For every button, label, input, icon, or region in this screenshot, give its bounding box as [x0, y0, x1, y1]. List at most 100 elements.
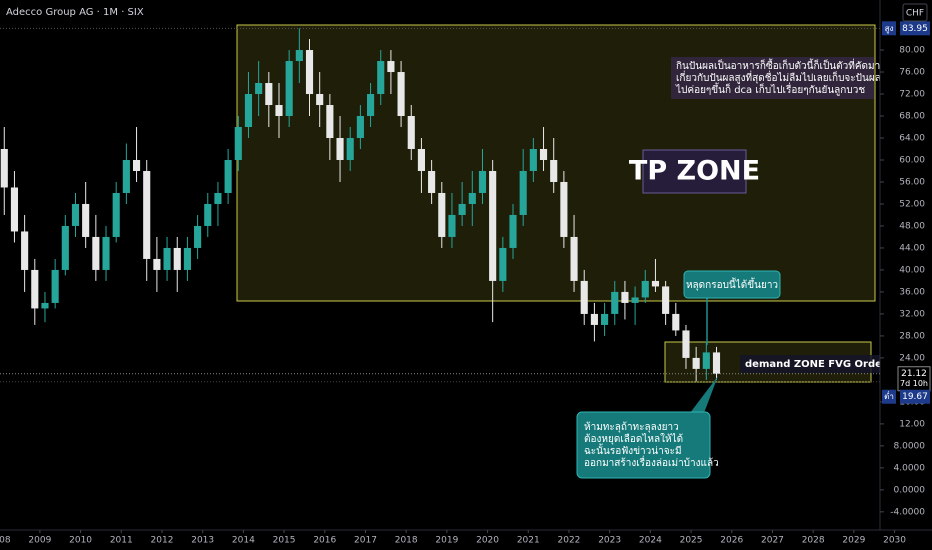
candle-body	[682, 330, 690, 358]
x-tick-label: 2015	[273, 536, 296, 546]
low-tag-bg	[882, 389, 896, 404]
candle-body	[305, 50, 314, 95]
high-price-bg	[900, 21, 930, 36]
note-line: กินปันผลเป็นอาหารก็ซื้อเก็บตัวนี้ก็เป็นต…	[676, 58, 880, 72]
candle-body	[336, 137, 344, 160]
candle-body	[82, 203, 90, 237]
low-tag-label: ต่ำ	[884, 390, 894, 401]
candle-body	[448, 214, 456, 237]
candles	[0, 28, 721, 382]
candle-body	[0, 148, 8, 188]
y-tick-label: 68.00	[899, 112, 925, 122]
candle-body	[397, 72, 405, 117]
x-tick-label: 2025	[680, 536, 703, 546]
candle-body	[265, 83, 273, 106]
candle-body	[550, 159, 558, 182]
candle-body	[651, 280, 660, 287]
y-tick-label: 64.00	[899, 133, 925, 143]
candle-body	[377, 61, 385, 95]
y-tick-label: 8.0000	[894, 441, 926, 451]
candle-body	[458, 203, 466, 215]
candle-body	[275, 105, 283, 117]
x-tick-label: 2024	[639, 536, 662, 546]
currency-box[interactable]	[902, 3, 928, 22]
warning-line: ห้ามทะลุถ้าทะลุลงยาว	[584, 421, 679, 433]
last-price: 21.12	[901, 369, 927, 379]
candle-body	[387, 61, 395, 73]
candle-body	[21, 231, 29, 270]
candle-body	[214, 192, 222, 204]
y-tick-label: 32.00	[899, 309, 925, 319]
candle-body	[316, 94, 324, 106]
low-price-bg	[900, 389, 930, 404]
candle-body	[712, 352, 721, 374]
candle-body	[417, 148, 425, 171]
candle-body	[102, 236, 110, 270]
y-tick-label: 76.00	[899, 68, 925, 78]
candle-body	[285, 61, 293, 117]
annotations: กินปันผลเป็นอาหารก็ซื้อเก็บตัวนี้ก็เป็นต…	[576, 57, 921, 479]
candle-body	[570, 236, 578, 281]
y-tick-label: 44.00	[899, 243, 925, 253]
candle-body	[672, 313, 680, 331]
candle-body	[438, 192, 446, 237]
demand-label: demand ZONE FVG Order block	[745, 359, 921, 370]
y-tick-label: 40.00	[899, 265, 925, 275]
candle-body	[122, 159, 130, 193]
x-tick-label: 2027	[761, 536, 784, 546]
x-tick-label: 2017	[354, 536, 377, 546]
x-tick-label: 2013	[191, 536, 214, 546]
candle-body	[478, 170, 487, 193]
candle-body	[367, 94, 375, 117]
candle-body	[153, 258, 161, 270]
note-line: เกี่ยวกับปันผลสูงที่สุดชื่อไม่ลืมไปเลยเก…	[676, 70, 881, 84]
candle-body	[509, 214, 517, 248]
y-tick-label: 48.00	[899, 221, 925, 231]
candle-body	[244, 94, 253, 128]
candle-body	[468, 192, 476, 204]
currency: CHF	[906, 9, 924, 19]
candle-body	[10, 187, 19, 232]
x-tick-label: 2016	[313, 536, 336, 546]
demand-label-box	[740, 355, 882, 373]
candle-body	[641, 280, 649, 298]
candle-body	[41, 302, 49, 309]
candle-body	[143, 170, 151, 259]
high-tag-label: สูง	[885, 24, 894, 34]
y-tick-label: 52.00	[899, 199, 925, 209]
tp-zone-label: TP ZONE	[629, 156, 760, 187]
chart-title: Adecco Group AG · 1M · SIX	[6, 7, 144, 18]
candle-body	[580, 280, 588, 314]
candle-body	[499, 247, 507, 281]
candle-body	[590, 313, 598, 325]
candle-body	[621, 291, 629, 303]
candle-body	[132, 159, 141, 171]
x-tick-label: 2012	[151, 536, 174, 546]
candle-body	[234, 127, 242, 160]
y-tick-label: 24.00	[899, 353, 925, 363]
countdown: 7d 10h	[900, 379, 928, 388]
candle-body	[61, 225, 69, 270]
candle-body	[183, 247, 191, 270]
low-price: 19.67	[902, 392, 928, 402]
breakout-box	[683, 270, 781, 299]
candle-body	[529, 148, 537, 171]
candle-body	[295, 50, 303, 62]
candle-body	[92, 236, 100, 270]
y-tick-label: 60.00	[899, 155, 925, 165]
y-tick-label: 4.0000	[894, 463, 926, 473]
warning-line: ออกมาสร้างเรื่องล่อเม่าบ้างแล้ว	[584, 455, 719, 469]
candle-body	[702, 352, 710, 369]
candle-body	[428, 170, 436, 193]
candle-body	[631, 297, 639, 303]
candle-body	[326, 105, 334, 138]
x-tick-label: 2021	[517, 536, 540, 546]
high-price: 83.95	[902, 24, 928, 34]
breakout-label: หลุดกรอบนี้ได้ขึ้นยาว	[686, 277, 778, 291]
x-tick-label: 2019	[435, 536, 458, 546]
y-tick-label: 0.0000	[894, 485, 926, 495]
tp-zone-label-box	[642, 149, 747, 194]
x-tick-label: 2010	[69, 536, 92, 546]
candle-body	[224, 159, 232, 193]
